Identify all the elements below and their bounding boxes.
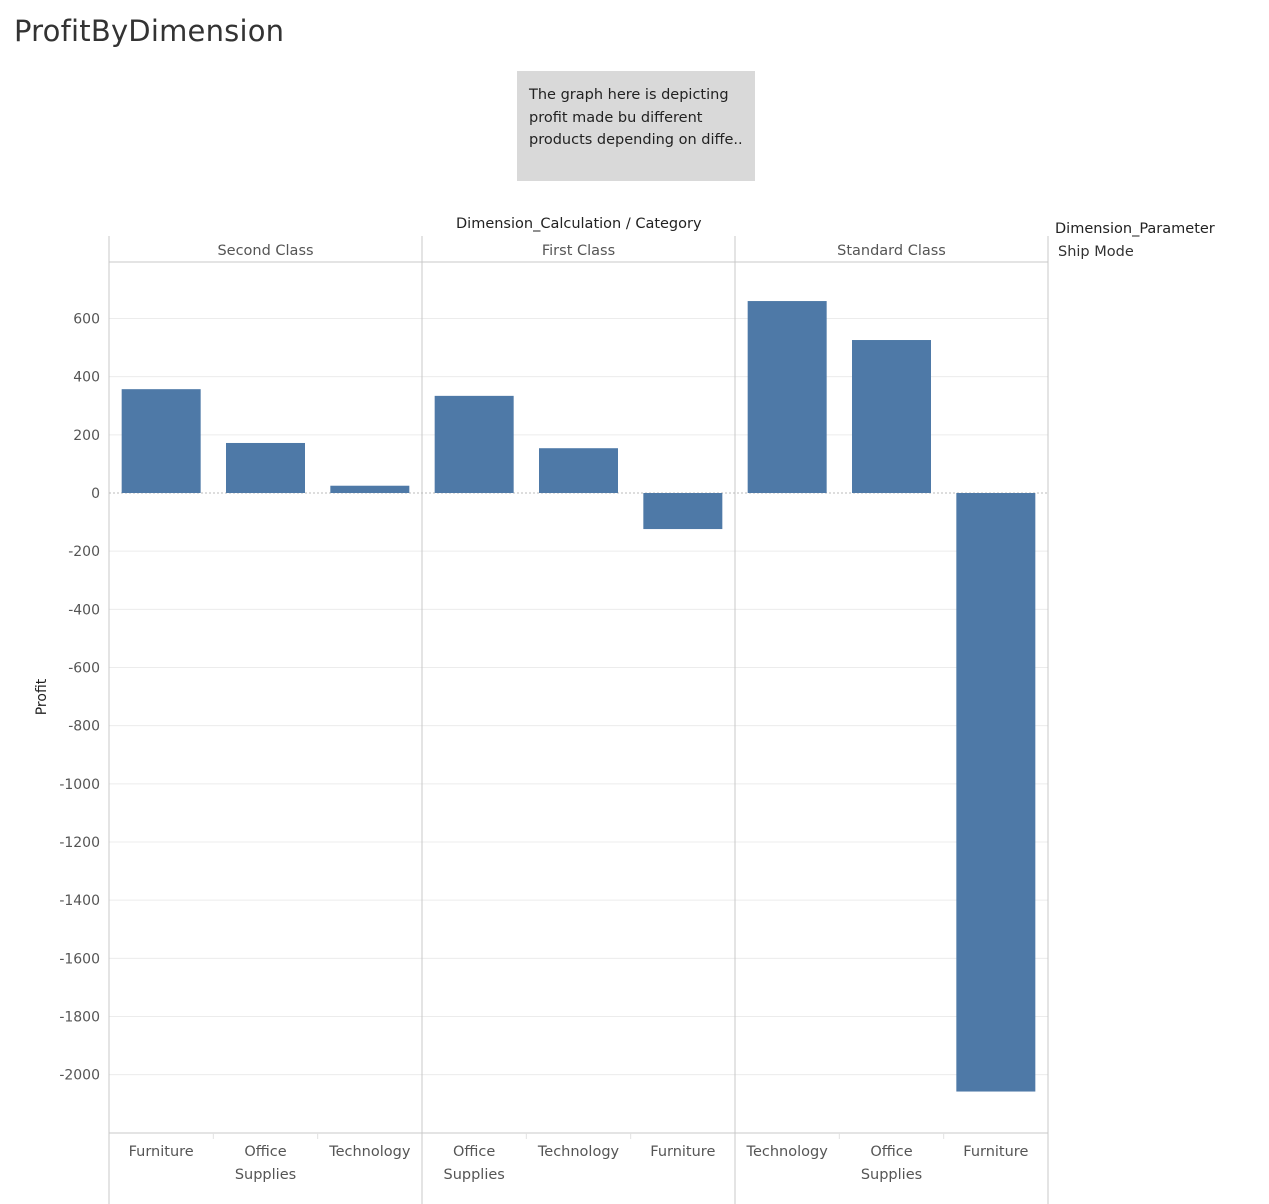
legend-value[interactable]: Ship Mode bbox=[1058, 244, 1134, 260]
bar[interactable] bbox=[956, 493, 1036, 1092]
category-label: Furniture bbox=[650, 1144, 715, 1160]
y-tick-label: -1800 bbox=[59, 1010, 100, 1026]
bar[interactable] bbox=[747, 301, 827, 493]
bar[interactable] bbox=[643, 493, 723, 530]
annotation-line: The graph here is depicting bbox=[529, 87, 729, 103]
category-label: Technology bbox=[328, 1144, 411, 1160]
category-label: Furniture bbox=[963, 1144, 1028, 1160]
y-tick-label: -1400 bbox=[59, 893, 100, 909]
y-tick-label: -600 bbox=[68, 661, 100, 677]
group-header-label: Second Class bbox=[217, 243, 313, 259]
bar[interactable] bbox=[852, 340, 931, 493]
y-tick-label: -400 bbox=[68, 602, 100, 618]
category-label: Supplies bbox=[861, 1167, 922, 1183]
y-tick-label: -800 bbox=[68, 719, 100, 735]
category-label: Supplies bbox=[235, 1167, 296, 1183]
category-label: Technology bbox=[746, 1144, 829, 1160]
legend-title: Dimension_Parameter bbox=[1055, 221, 1215, 237]
category-label: Office bbox=[453, 1144, 495, 1160]
y-tick-label: -1600 bbox=[59, 951, 100, 967]
annotation-line: products depending on diffe.. bbox=[529, 132, 743, 148]
category-label: Furniture bbox=[129, 1144, 194, 1160]
bar[interactable] bbox=[434, 395, 514, 493]
y-tick-label: -1200 bbox=[59, 835, 100, 851]
y-tick-label: 0 bbox=[91, 486, 100, 502]
page-title: ProfitByDimension bbox=[14, 14, 285, 48]
bar[interactable] bbox=[330, 485, 410, 493]
annotation-box[interactable]: The graph here is depicting profit made … bbox=[517, 71, 755, 181]
category-label: Office bbox=[244, 1144, 286, 1160]
y-axis-label: Profit bbox=[34, 678, 50, 715]
category-label: Office bbox=[870, 1144, 912, 1160]
column-header-title: Dimension_Calculation / Category bbox=[456, 216, 702, 232]
y-tick-label: -1000 bbox=[59, 777, 100, 793]
y-tick-label: -200 bbox=[68, 544, 100, 560]
annotation-line: profit made bu different bbox=[529, 109, 703, 126]
bar[interactable] bbox=[539, 448, 618, 493]
y-tick-label: 400 bbox=[73, 370, 100, 386]
category-label: Technology bbox=[537, 1144, 620, 1160]
y-tick-label: -2000 bbox=[59, 1068, 100, 1084]
group-header-label: Standard Class bbox=[837, 243, 946, 259]
y-tick-label: 600 bbox=[73, 312, 100, 328]
category-label: Supplies bbox=[443, 1167, 504, 1183]
bar[interactable] bbox=[121, 389, 201, 493]
group-header-label: First Class bbox=[542, 243, 615, 259]
bar[interactable] bbox=[226, 442, 305, 493]
y-tick-label: 200 bbox=[73, 428, 100, 444]
